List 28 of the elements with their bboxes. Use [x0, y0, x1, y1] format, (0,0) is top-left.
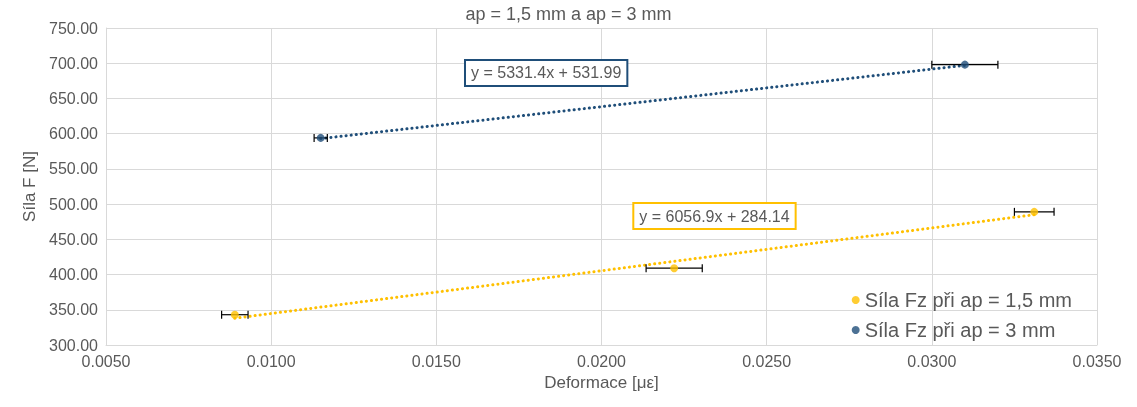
y-tick-label: 450.00: [49, 230, 99, 248]
chart-title: ap = 1,5 mm a ap = 3 mm: [465, 4, 672, 24]
legend-label: Síla Fz při ap = 1,5 mm: [864, 289, 1072, 311]
legend-label: Síla Fz při ap = 3 mm: [864, 319, 1056, 341]
y-tick-label: 400.00: [49, 266, 99, 284]
point: [1030, 207, 1039, 216]
annotation: y = 6056.9x + 284.14: [639, 207, 790, 225]
y-tick-label: 550.00: [49, 160, 99, 178]
y-axis-title: Síla F [N]: [20, 151, 40, 222]
point: [230, 310, 239, 319]
point: [670, 264, 679, 273]
y-tick-label: 350.00: [49, 301, 99, 319]
y-tick-label: 750.00: [49, 19, 99, 37]
x-tick-label: 0.0050: [81, 352, 131, 370]
y-tick-label: 300.00: [49, 336, 99, 354]
x-tick-label: 0.0100: [246, 352, 296, 370]
x-tick-label: 0.0350: [1072, 352, 1122, 370]
y-tick-label: 650.00: [49, 89, 99, 107]
y-tick-label: 600.00: [49, 125, 99, 143]
y-tick-label: 700.00: [49, 54, 99, 72]
x-axis-title: Deformace [με]: [544, 372, 659, 392]
y-tick-label: 500.00: [49, 195, 99, 213]
x-tick-label: 0.0150: [411, 352, 461, 370]
x-tick-label: 0.0200: [577, 352, 627, 370]
x-tick-label: 0.0300: [907, 352, 957, 370]
x-tick-label: 0.0250: [742, 352, 792, 370]
annotation: y = 5331.4x + 531.99: [471, 64, 622, 82]
point: [960, 60, 969, 69]
